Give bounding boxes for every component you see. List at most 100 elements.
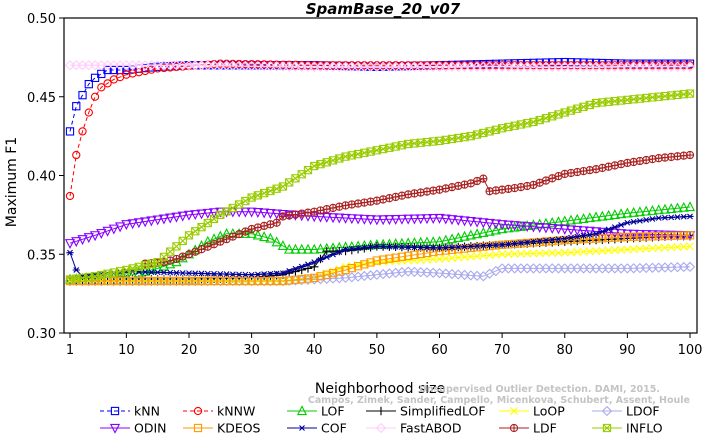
data-point: [565, 214, 577, 225]
data-point: [673, 243, 682, 251]
data-point: [147, 65, 156, 74]
data-point: [409, 214, 420, 225]
x-tick: 1: [66, 333, 74, 358]
data-point: [617, 245, 626, 254]
series-kNNW: [65, 59, 695, 201]
x-tick-label: 10: [118, 343, 135, 358]
data-point: [196, 209, 207, 220]
data-point: [479, 242, 488, 251]
data-point: [610, 246, 619, 255]
legend-item-LDOF: LDOF: [592, 404, 660, 419]
data-point: [604, 162, 613, 171]
data-point: [491, 250, 500, 259]
data-point: [365, 215, 376, 226]
data-point: [547, 216, 558, 227]
data-point: [548, 249, 557, 257]
data-point: [492, 242, 500, 249]
plot-area: [63, 17, 698, 334]
legend-item-INFLO: INFLO: [592, 421, 663, 434]
data-point: [271, 236, 282, 247]
data-point: [623, 232, 632, 242]
data-point: [391, 253, 400, 262]
data-point: [191, 276, 200, 286]
data-point: [428, 214, 439, 224]
data-point: [165, 213, 176, 224]
data-point: [246, 227, 257, 238]
data-point: [490, 224, 501, 235]
data-point: [310, 273, 319, 283]
data-point: [542, 237, 550, 244]
data-point: [667, 214, 675, 221]
data-point: [272, 276, 281, 286]
data-point: [285, 268, 293, 274]
data-point: [629, 157, 638, 167]
legend-marker: [298, 425, 306, 431]
legend-marker: [375, 422, 387, 434]
data-point: [396, 214, 408, 225]
data-point: [660, 243, 669, 252]
data-point: [479, 251, 488, 260]
data-point: [453, 269, 464, 280]
data-point: [611, 224, 619, 231]
data-point: [240, 227, 251, 238]
data-point: [490, 219, 501, 230]
legend-label: KDEOS: [217, 421, 261, 434]
data-point: [291, 265, 300, 272]
data-point: [503, 222, 514, 233]
legend-marker: [109, 423, 121, 434]
y-tick: 0.45: [27, 91, 64, 106]
data-point: [453, 215, 464, 226]
data-point: [635, 244, 644, 253]
data-point: [78, 127, 87, 136]
data-point: [234, 276, 244, 286]
data-point: [140, 265, 151, 276]
data-point: [673, 231, 682, 240]
data-point: [353, 262, 363, 271]
data-point: [347, 245, 357, 255]
data-point: [310, 259, 318, 266]
legend-item-SimplifiedLOF: SimplifiedLOF: [366, 404, 486, 419]
data-point: [410, 250, 419, 260]
data-point: [335, 267, 344, 276]
legend-item-KDEOS: KDEOS: [183, 421, 261, 434]
legend-marker: [601, 405, 613, 417]
data-point: [352, 214, 364, 225]
data-point: [465, 217, 476, 227]
data-point: [229, 271, 237, 278]
data-point: [686, 242, 694, 251]
y-tick-label: 0.45: [27, 91, 56, 106]
data-point: [241, 271, 249, 278]
legend-item-LoOP: LoOP: [499, 404, 565, 419]
data-point: [628, 229, 639, 240]
data-point: [553, 224, 564, 235]
data-point: [108, 224, 119, 235]
series-FastABOD: [64, 60, 696, 73]
data-point: [259, 221, 269, 231]
data-point: [316, 256, 325, 263]
data-point: [66, 249, 74, 256]
data-point: [642, 232, 651, 241]
data-point: [322, 270, 331, 279]
watermark: Unsupervised Outlier Detection. DAMI, 20…: [308, 384, 690, 406]
data-point: [467, 243, 475, 250]
data-point: [454, 244, 462, 250]
data-point: [472, 243, 482, 252]
legend-label: LDOF: [626, 404, 660, 419]
data-point: [471, 217, 483, 228]
data-point: [442, 244, 450, 251]
data-point: [473, 243, 481, 249]
data-point: [435, 245, 444, 251]
data-point: [429, 244, 437, 251]
data-point: [102, 226, 113, 237]
data-point: [346, 214, 357, 225]
data-point: [667, 243, 676, 252]
data-point: [404, 244, 412, 251]
data-point: [103, 79, 112, 88]
legend-item-FastABOD: FastABOD: [366, 421, 462, 434]
data-point: [291, 275, 300, 284]
data-point: [140, 217, 151, 228]
data-point: [259, 208, 270, 219]
data-point: [498, 241, 506, 248]
data-point: [628, 206, 639, 217]
